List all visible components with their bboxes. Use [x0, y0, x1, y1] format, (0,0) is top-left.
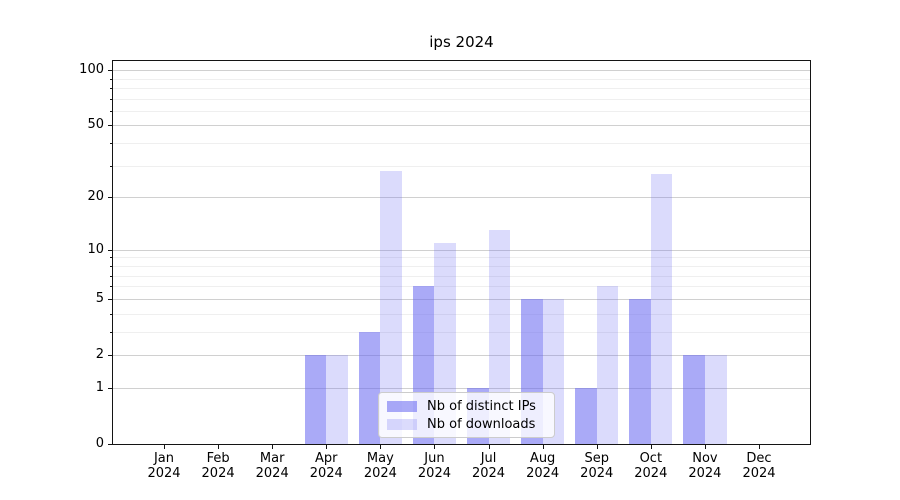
y-minor-tick-90	[110, 79, 112, 80]
chart-title: ips 2024	[429, 33, 494, 51]
gridline-major-2	[113, 355, 810, 356]
gridline-minor-60	[113, 111, 810, 112]
x-tick-label-dec: Dec 2024	[742, 451, 776, 481]
y-minor-tick-40	[110, 143, 112, 144]
y-tick-5	[108, 299, 112, 300]
x-tick-jan	[164, 445, 165, 449]
y-tick-1	[108, 388, 112, 389]
x-tick-label-nov: Nov 2024	[688, 451, 722, 481]
x-tick-apr	[326, 445, 328, 449]
y-minor-tick-80	[110, 88, 112, 89]
legend-item-distinct-ips: Nb of distinct IPs	[387, 399, 546, 414]
gridline-minor-9	[113, 257, 810, 258]
x-tick-sep	[596, 445, 598, 449]
legend-label-downloads: Nb of downloads	[427, 416, 536, 432]
x-tick-jun	[434, 445, 436, 449]
x-tick-label-may: May 2024	[363, 451, 397, 481]
y-tick-label-100: 100	[79, 62, 104, 77]
y-minor-tick-9	[110, 257, 112, 258]
y-tick-label-0: 0	[95, 436, 104, 451]
y-minor-tick-7	[110, 276, 112, 277]
gridline-minor-30	[113, 166, 810, 167]
gridline-major-1	[113, 388, 810, 389]
y-tick-label-1: 1	[95, 380, 104, 395]
x-tick-jul	[488, 445, 490, 449]
bar-downloads-oct	[650, 174, 673, 444]
y-minor-tick-4	[110, 314, 112, 315]
gridline-major-10	[113, 250, 810, 251]
y-minor-tick-6	[110, 286, 112, 287]
x-tick-may	[380, 445, 382, 449]
bar-distinct-ips-sep	[575, 387, 597, 444]
gridline-minor-3	[113, 332, 810, 333]
y-tick-label-5: 5	[95, 291, 104, 306]
x-tick-label-apr: Apr 2024	[309, 451, 343, 481]
gridline-minor-40	[113, 143, 810, 144]
y-tick-label-10: 10	[87, 242, 104, 257]
gridline-major-5	[113, 299, 810, 300]
legend-swatch-distinct-ips	[387, 400, 417, 412]
legend-label-distinct-ips: Nb of distinct IPs	[427, 398, 536, 414]
gridline-major-20	[113, 197, 810, 198]
y-tick-0	[108, 444, 112, 445]
y-tick-label-50: 50	[87, 117, 104, 132]
gridline-minor-4	[113, 314, 810, 315]
x-tick-aug	[542, 445, 544, 449]
x-tick-mar	[272, 445, 274, 449]
plot-area: Nb of distinct IPs Nb of downloads	[112, 60, 811, 445]
bar-downloads-nov	[704, 355, 727, 444]
gridline-minor-7	[113, 276, 810, 277]
x-tick-label-sep: Sep 2024	[580, 451, 614, 481]
y-minor-tick-60	[110, 111, 112, 112]
gridline-minor-90	[113, 79, 810, 80]
legend-swatch-downloads	[387, 418, 417, 430]
bar-downloads-jul	[488, 230, 511, 444]
y-minor-tick-30	[110, 166, 112, 167]
y-minor-tick-70	[110, 99, 112, 100]
y-tick-2	[108, 355, 112, 356]
gridline-minor-80	[113, 88, 810, 89]
x-tick-label-oct: Oct 2024	[634, 451, 668, 481]
y-tick-50	[108, 125, 112, 126]
bar-distinct-ips-oct	[629, 298, 651, 444]
y-tick-label-20: 20	[87, 189, 104, 204]
x-tick-label-jun: Jun 2024	[417, 451, 451, 481]
bar-downloads-sep	[596, 286, 619, 444]
bar-distinct-ips-may	[358, 331, 381, 444]
bar-distinct-ips-apr	[304, 355, 327, 444]
gridline-minor-6	[113, 286, 810, 287]
gridline-major-100	[113, 70, 810, 71]
legend: Nb of distinct IPs Nb of downloads	[378, 392, 555, 438]
x-tick-label-jul: Jul 2024	[471, 451, 506, 481]
x-tick-label-feb: Feb 2024	[201, 451, 235, 481]
x-tick-oct	[650, 445, 652, 449]
legend-item-downloads: Nb of downloads	[387, 417, 546, 432]
x-tick-label-jan: Jan 2024	[147, 451, 181, 481]
y-tick-20	[108, 197, 112, 198]
x-tick-dec	[759, 445, 760, 449]
bar-distinct-ips-nov	[683, 355, 705, 444]
x-tick-nov	[704, 445, 706, 449]
x-tick-label-mar: Mar 2024	[255, 451, 289, 481]
gridline-minor-70	[113, 99, 810, 100]
bar-downloads-may	[380, 171, 402, 444]
y-tick-10	[108, 250, 112, 251]
bar-downloads-apr	[326, 355, 348, 444]
gridline-minor-8	[113, 266, 810, 267]
x-tick-label-aug: Aug 2024	[526, 451, 560, 481]
y-tick-100	[108, 70, 112, 71]
y-minor-tick-3	[110, 332, 112, 333]
y-minor-tick-8	[110, 266, 112, 267]
x-tick-feb	[218, 445, 220, 449]
y-tick-label-2: 2	[95, 347, 104, 362]
gridline-major-50	[113, 125, 810, 126]
